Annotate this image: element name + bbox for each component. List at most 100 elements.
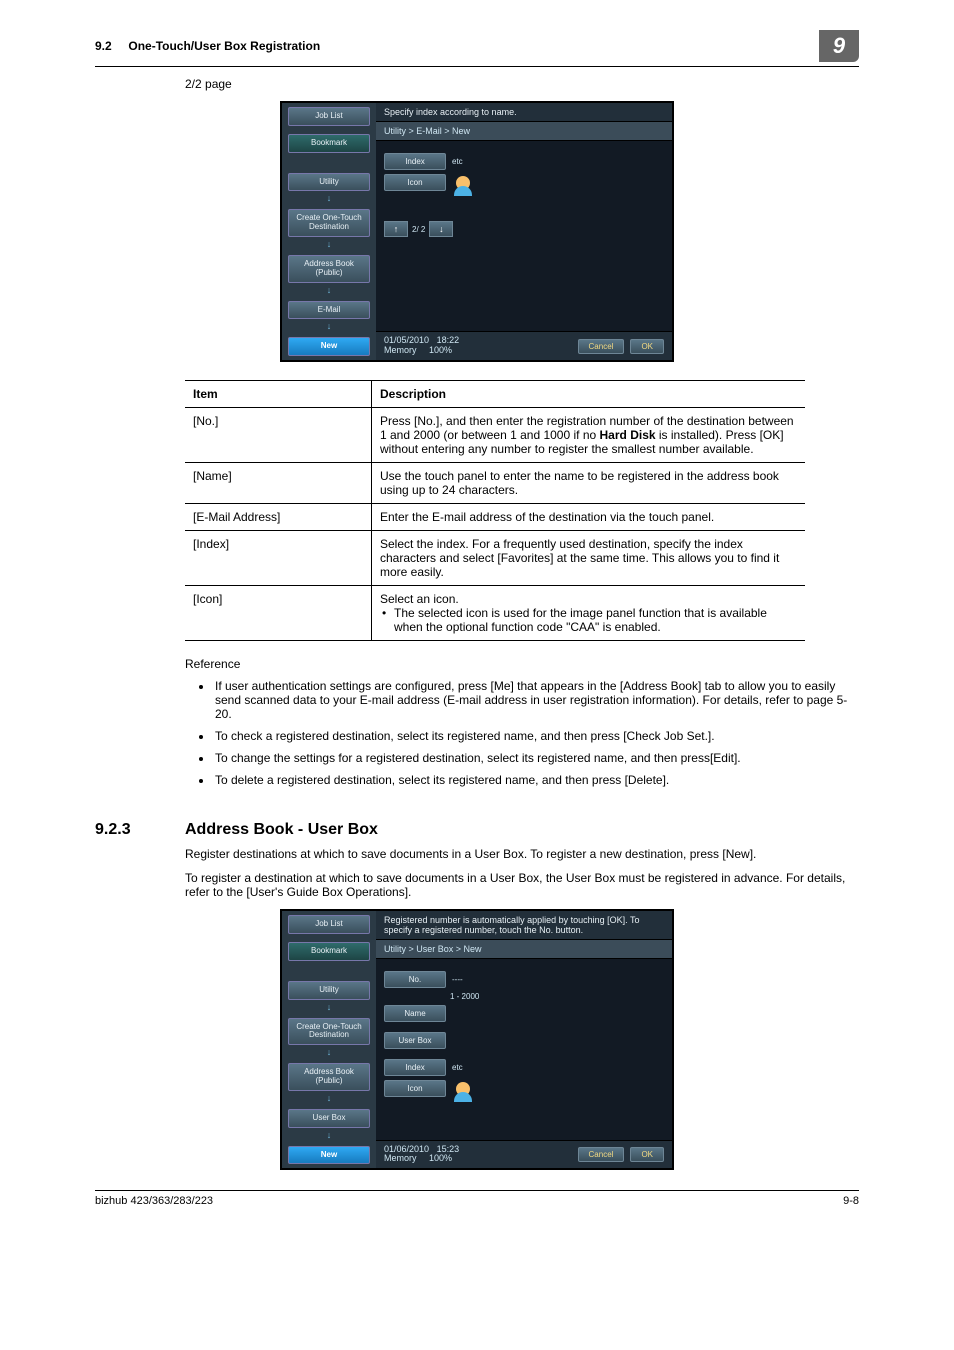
date-text: 01/06/2010 [384,1144,429,1154]
table-row: [No.] Press [No.], and then enter the re… [185,408,805,463]
desc-line: Select an icon. [380,592,797,606]
memory-label: Memory [384,345,417,355]
table-header-item: Item [185,381,372,408]
reference-item: To check a registered destination, selec… [213,727,855,749]
index-value: etc [452,157,463,166]
create-one-touch-button[interactable]: Create One-Touch Destination [288,209,370,237]
page-header: 9.2 One-Touch/User Box Registration 9 [95,30,859,67]
table-header-description: Description [372,381,806,408]
chevron-down-icon: ↓ [282,321,376,331]
page-down-button[interactable]: ↓ [429,221,453,237]
reference-item: To delete a registered destination, sele… [213,771,855,793]
side-nav: Job List Bookmark Utility ↓ Create One-T… [282,911,376,1168]
body-paragraph: Register destinations at which to save d… [185,847,855,861]
desc-cell: Select the index. For a frequently used … [372,531,806,586]
job-list-button[interactable]: Job List [288,915,370,934]
bookmark-button[interactable]: Bookmark [288,134,370,153]
table-row: [Name] Use the touch panel to enter the … [185,463,805,504]
reference-block: Reference If user authentication setting… [185,657,855,793]
body-paragraph: To register a destination at which to sa… [185,871,855,899]
item-cell: [Name] [185,463,372,504]
chevron-down-icon: ↓ [282,285,376,295]
description-table: Item Description [No.] Press [No.], and … [185,380,805,641]
utility-button[interactable]: Utility [288,173,370,192]
breadcrumb: Utility > E-Mail > New [376,121,672,141]
userbox-field-button[interactable]: User Box [384,1032,446,1049]
cancel-button[interactable]: Cancel [578,1147,625,1162]
index-value: etc [452,1063,463,1072]
memory-value: 100% [429,345,452,355]
breadcrumb: Utility > User Box > New [376,939,672,959]
page-indicator: 2/2 page [185,77,859,91]
chapter-badge: 9 [819,30,859,62]
no-value: ---- [452,975,463,984]
device-screenshot-2: Job List Bookmark Utility ↓ Create One-T… [280,909,674,1170]
desc-bullet: The selected icon is used for the image … [380,606,797,634]
section-title: One-Touch/User Box Registration [128,39,320,53]
pager: ↑ 2/ 2 ↓ [384,221,664,237]
new-button[interactable]: New [288,1146,370,1165]
item-cell: [No.] [185,408,372,463]
chevron-down-icon: ↓ [282,239,376,249]
memory-label: Memory [384,1153,417,1163]
no-field-button[interactable]: No. [384,971,446,988]
index-field-button[interactable]: Index [384,1059,446,1076]
chevron-down-icon: ↓ [282,1130,376,1140]
user-box-button[interactable]: User Box [288,1109,370,1128]
chevron-down-icon: ↓ [282,1047,376,1057]
table-row: [Icon] Select an icon. The selected icon… [185,586,805,641]
table-row: [Index] Select the index. For a frequent… [185,531,805,586]
no-range: 1 - 2000 [450,992,479,1001]
reference-item: If user authentication settings are conf… [213,677,855,727]
page-footer: bizhub 423/363/283/223 9-8 [95,1190,859,1207]
index-field-button[interactable]: Index [384,153,446,170]
address-book-button[interactable]: Address Book (Public) [288,1063,370,1091]
chevron-down-icon: ↓ [282,1002,376,1012]
date-text: 01/05/2010 [384,335,429,345]
icon-field-button[interactable]: Icon [384,174,446,191]
ok-button[interactable]: OK [630,339,664,354]
name-field-button[interactable]: Name [384,1005,446,1022]
chevron-down-icon: ↓ [282,1093,376,1103]
create-one-touch-button[interactable]: Create One-Touch Destination [288,1018,370,1046]
product-name: bizhub 423/363/283/223 [95,1195,843,1207]
bookmark-button[interactable]: Bookmark [288,942,370,961]
desc-cell: Press [No.], and then enter the registra… [372,408,806,463]
status-bar: 01/06/2010 15:23 Memory 100% [384,1145,572,1165]
chevron-down-icon: ↓ [282,193,376,203]
page-up-button[interactable]: ↑ [384,221,408,237]
desc-cell: Use the touch panel to enter the name to… [372,463,806,504]
subsection-heading: 9.2.3 Address Book - User Box [95,821,859,839]
person-icon [456,176,470,190]
cancel-button[interactable]: Cancel [578,339,625,354]
instruction-text: Specify index according to name. [376,103,672,121]
item-cell: [Index] [185,531,372,586]
status-bar: 01/05/2010 18:22 Memory 100% [384,336,572,356]
subsection-title: Address Book - User Box [185,821,378,839]
instruction-text: Registered number is automatically appli… [376,911,672,939]
time-text: 18:22 [437,335,460,345]
reference-title: Reference [185,657,855,671]
desc-cell: Enter the E-mail address of the destinat… [372,504,806,531]
page-indicator: 2/ 2 [412,225,425,234]
section-number: 9.2 [95,39,112,53]
item-cell: [Icon] [185,586,372,641]
icon-field-button[interactable]: Icon [384,1080,446,1097]
subsection-number: 9.2.3 [95,821,185,839]
page-number: 9-8 [843,1195,859,1207]
utility-button[interactable]: Utility [288,981,370,1000]
side-nav: Job List Bookmark Utility ↓ Create One-T… [282,103,376,360]
item-cell: [E-Mail Address] [185,504,372,531]
address-book-button[interactable]: Address Book (Public) [288,255,370,283]
new-button[interactable]: New [288,337,370,356]
ok-button[interactable]: OK [630,1147,664,1162]
email-button[interactable]: E-Mail [288,301,370,320]
time-text: 15:23 [437,1144,460,1154]
table-row: [E-Mail Address] Enter the E-mail addres… [185,504,805,531]
reference-item: To change the settings for a registered … [213,749,855,771]
desc-cell: Select an icon. The selected icon is use… [372,586,806,641]
job-list-button[interactable]: Job List [288,107,370,126]
memory-value: 100% [429,1153,452,1163]
device-screenshot-1: Job List Bookmark Utility ↓ Create One-T… [280,101,674,362]
person-icon [456,1082,470,1096]
